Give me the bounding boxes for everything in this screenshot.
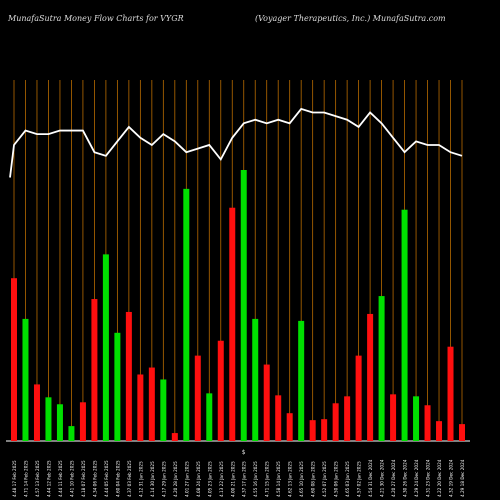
chart-title: MunafaSutra Money Flow Charts for VYGR bbox=[8, 14, 184, 23]
x-tick-label: 4.31 23 Dec 2024 bbox=[426, 459, 431, 497]
x-tick-label: 4.22 20 Dec 2024 bbox=[437, 459, 442, 497]
x-tick-label: 4.05 23 Jan 2025 bbox=[207, 461, 212, 497]
x-tick-label: 4.65 10 Jan 2025 bbox=[299, 461, 304, 497]
x-tick-label: 4.20 27 Dec 2024 bbox=[391, 459, 396, 497]
volume-bar bbox=[68, 426, 75, 441]
volume-bar bbox=[298, 320, 305, 441]
x-tick-label: 4.62 13 Jan 2025 bbox=[288, 461, 293, 497]
x-tick-label: 4.44 11 Feb 2025 bbox=[58, 460, 63, 497]
volume-bar bbox=[286, 413, 293, 441]
x-tick-label: 4.60 08 Jan 2025 bbox=[311, 461, 316, 497]
volume-bar bbox=[194, 355, 201, 441]
volume-bar bbox=[344, 396, 351, 441]
volume-bar bbox=[309, 420, 316, 441]
volume-bar bbox=[263, 364, 270, 441]
volume-bar bbox=[22, 318, 29, 441]
volume-bar bbox=[459, 424, 465, 441]
x-tick-label: 4.20 28 Jan 2025 bbox=[173, 461, 178, 497]
volume-bar bbox=[217, 340, 224, 441]
x-tick-label: 4.48 17 Feb 2025 bbox=[12, 460, 17, 497]
volume-bar bbox=[79, 402, 86, 441]
x-tick-label: 4.13 22 Jan 2025 bbox=[219, 461, 224, 497]
volume-bar bbox=[390, 394, 397, 441]
volume-bar bbox=[401, 209, 408, 441]
marker-label: $ bbox=[242, 449, 246, 456]
x-tick-label: 4.58 14 Jan 2025 bbox=[276, 461, 281, 497]
volume-bar bbox=[45, 397, 52, 441]
money-flow-line bbox=[9, 107, 463, 178]
volume-bar bbox=[447, 346, 454, 441]
volume-bar bbox=[436, 421, 443, 441]
x-tick-label: 4.21 30 Dec 2024 bbox=[380, 459, 385, 497]
x-tick-label: 4.44 05 Feb 2025 bbox=[104, 460, 109, 497]
x-tick-label: 4.00 21 Jan 2025 bbox=[230, 461, 235, 497]
volume-bar bbox=[378, 296, 385, 441]
x-tick-label: 4.52 07 Jan 2025 bbox=[322, 461, 327, 497]
volume-bar bbox=[56, 404, 63, 441]
x-tick-label: 4.18 07 Feb 2025 bbox=[81, 460, 86, 497]
volume-bar bbox=[33, 384, 40, 441]
x-tick-label: 4.29 18 Dec 2024 bbox=[460, 459, 465, 497]
volume-bar bbox=[321, 419, 328, 441]
volume-bar bbox=[367, 313, 374, 441]
volume-bar bbox=[137, 374, 144, 441]
x-tick-label: 4.14 30 Jan 2025 bbox=[150, 461, 155, 497]
x-tick-label: 4.65 03 Jan 2025 bbox=[345, 461, 350, 497]
volume-bar bbox=[275, 395, 282, 441]
x-tick-label: 4.60 04 Feb 2025 bbox=[115, 460, 120, 497]
x-tick-label: 4.08 24 Jan 2025 bbox=[196, 461, 201, 497]
volume-bar bbox=[206, 393, 213, 441]
x-tick-label: 4.32 19 Dec 2024 bbox=[449, 459, 454, 497]
x-tick-label: 4.71 15 Jan 2025 bbox=[265, 461, 270, 497]
volume-bar bbox=[332, 403, 339, 441]
x-tick-label: 4.12 31 Jan 2025 bbox=[138, 461, 143, 497]
x-tick-label: 4.30 26 Dec 2024 bbox=[403, 459, 408, 497]
volume-bar bbox=[91, 299, 98, 441]
volume-bar bbox=[355, 355, 362, 441]
x-tick-label: 4.57 02 Jan 2025 bbox=[357, 461, 362, 497]
volume-bar bbox=[424, 405, 431, 441]
x-tick-label: 4.54 31 Dec 2024 bbox=[368, 459, 373, 497]
x-tick-label: 4.50 06 Jan 2025 bbox=[334, 461, 339, 497]
x-tick-label: 4.37 03 Feb 2025 bbox=[127, 460, 132, 497]
x-tick-label: 4.57 13 Feb 2025 bbox=[35, 460, 40, 497]
volume-bar bbox=[11, 278, 17, 441]
x-tick-label: 4.17 29 Jan 2025 bbox=[161, 461, 166, 497]
volume-bar bbox=[171, 433, 178, 441]
volume-bar bbox=[160, 379, 167, 441]
volume-bar bbox=[413, 396, 420, 441]
x-tick-label: 4.34 06 Feb 2025 bbox=[92, 460, 97, 497]
volume-bar bbox=[102, 254, 109, 441]
volume-bar bbox=[114, 332, 121, 441]
volume-bar bbox=[240, 170, 247, 441]
volume-bar bbox=[183, 188, 190, 441]
x-tick-label: 4.44 12 Feb 2025 bbox=[46, 460, 51, 497]
x-tick-label: 4.37 17 Jan 2025 bbox=[242, 461, 247, 497]
x-tick-label: 4.71 14 Feb 2025 bbox=[23, 460, 28, 497]
x-tick-label: 4.01 27 Jan 2025 bbox=[184, 461, 189, 497]
volume-bar bbox=[252, 318, 259, 441]
chart-subtitle: (Voyager Therapeutics, Inc.) MunafaSutra… bbox=[255, 14, 446, 23]
volume-bar bbox=[148, 367, 155, 441]
x-tick-label: 4.41 10 Feb 2025 bbox=[69, 460, 74, 497]
x-tick-label: 4.55 16 Jan 2025 bbox=[253, 461, 258, 497]
x-tick-label: 4.29 24 Dec 2024 bbox=[414, 459, 419, 497]
volume-bar bbox=[125, 311, 132, 441]
volume-bar bbox=[229, 207, 236, 441]
